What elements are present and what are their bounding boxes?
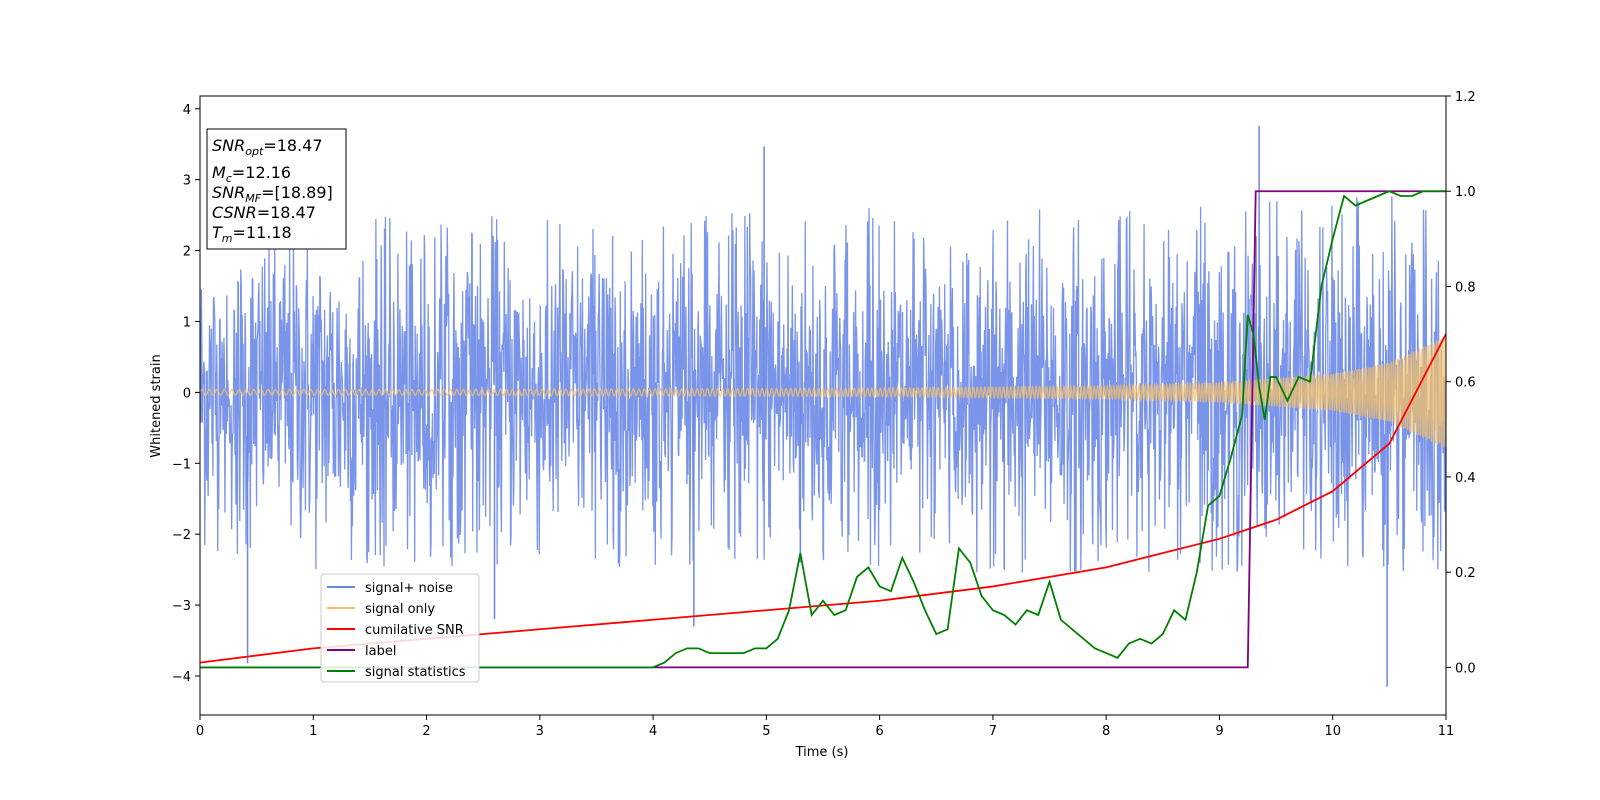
x-tick-label: 11 (1438, 724, 1455, 739)
x-tick-label: 8 (1102, 724, 1110, 739)
legend-frame (320, 573, 480, 683)
y2-tick-label: 0.4 (1455, 471, 1476, 486)
legend-label-cumulative-snr: cumilative SNR (365, 623, 464, 638)
info-mc: Mc=12.16 (212, 163, 291, 185)
info-snr-opt: SNRopt=18.47 (212, 136, 323, 158)
x-tick-label: 10 (1324, 724, 1341, 739)
y-tick-label: −3 (172, 599, 191, 614)
info-csnr: CSNR=18.47 (212, 203, 316, 222)
y2-tick-label: 0.6 (1455, 376, 1476, 391)
y2-tick-label: 0.8 (1455, 280, 1476, 295)
x-tick-label: 6 (875, 724, 883, 739)
legend-label-signal-noise: signal+ noise (365, 581, 453, 596)
x-tick-label: 3 (536, 724, 544, 739)
y2-tick-label: 1.2 (1455, 90, 1476, 105)
y-axis-label: Whitened strain (149, 354, 164, 457)
series-label-line (200, 190, 1446, 669)
x-tick-label: 4 (649, 724, 657, 739)
series-signal-statistics-line (200, 190, 1446, 669)
series-signal-noise-line (200, 196, 1446, 573)
legend-label-label: label (365, 644, 396, 659)
x-axis: 0 1 2 3 4 5 6 7 8 9 10 11 (196, 715, 1454, 739)
y-tick-label: −2 (172, 528, 191, 543)
y2-tick-label: 1.0 (1455, 185, 1476, 200)
y-tick-label: 0 (183, 386, 191, 401)
y-tick-label: 1 (183, 315, 191, 330)
x-tick-label: 1 (309, 724, 317, 739)
info-tm: Tm=11.18 (212, 223, 292, 245)
x-tick-label: 2 (422, 724, 430, 739)
y-axis-left: −4 −3 −2 −1 0 1 2 3 4 (172, 103, 200, 685)
x-tick-label: 7 (989, 724, 997, 739)
y-tick-label: −1 (172, 457, 191, 472)
y-tick-label: 2 (183, 245, 191, 260)
x-tick-label: 5 (762, 724, 770, 739)
info-box: SNRopt=18.47 Mc=12.16 SNRMF=[18.89] CSNR… (206, 128, 347, 250)
y2-tick-label: 0.0 (1455, 661, 1476, 676)
series-signal-only-line (200, 337, 1446, 448)
y-tick-label: 4 (183, 103, 191, 118)
info-box-frame (206, 128, 347, 250)
legend-label-signal-only: signal only (365, 602, 435, 617)
info-snr-mf: SNRMF=[18.89] (212, 183, 333, 205)
y2-tick-label: 0.2 (1455, 566, 1476, 581)
y-axis-right: 0.0 0.2 0.4 0.6 0.8 1.0 1.2 (1446, 90, 1476, 676)
legend: signal+ noise signal only cumilative SNR… (320, 573, 480, 683)
x-tick-label: 0 (196, 724, 204, 739)
x-axis-label: Time (s) (795, 745, 849, 760)
x-tick-label: 9 (1215, 724, 1223, 739)
legend-label-signal-statistics: signal statistics (365, 665, 466, 680)
plot-frame (199, 95, 1447, 716)
y-tick-label: 3 (183, 174, 191, 189)
y-tick-label: −4 (172, 670, 191, 685)
